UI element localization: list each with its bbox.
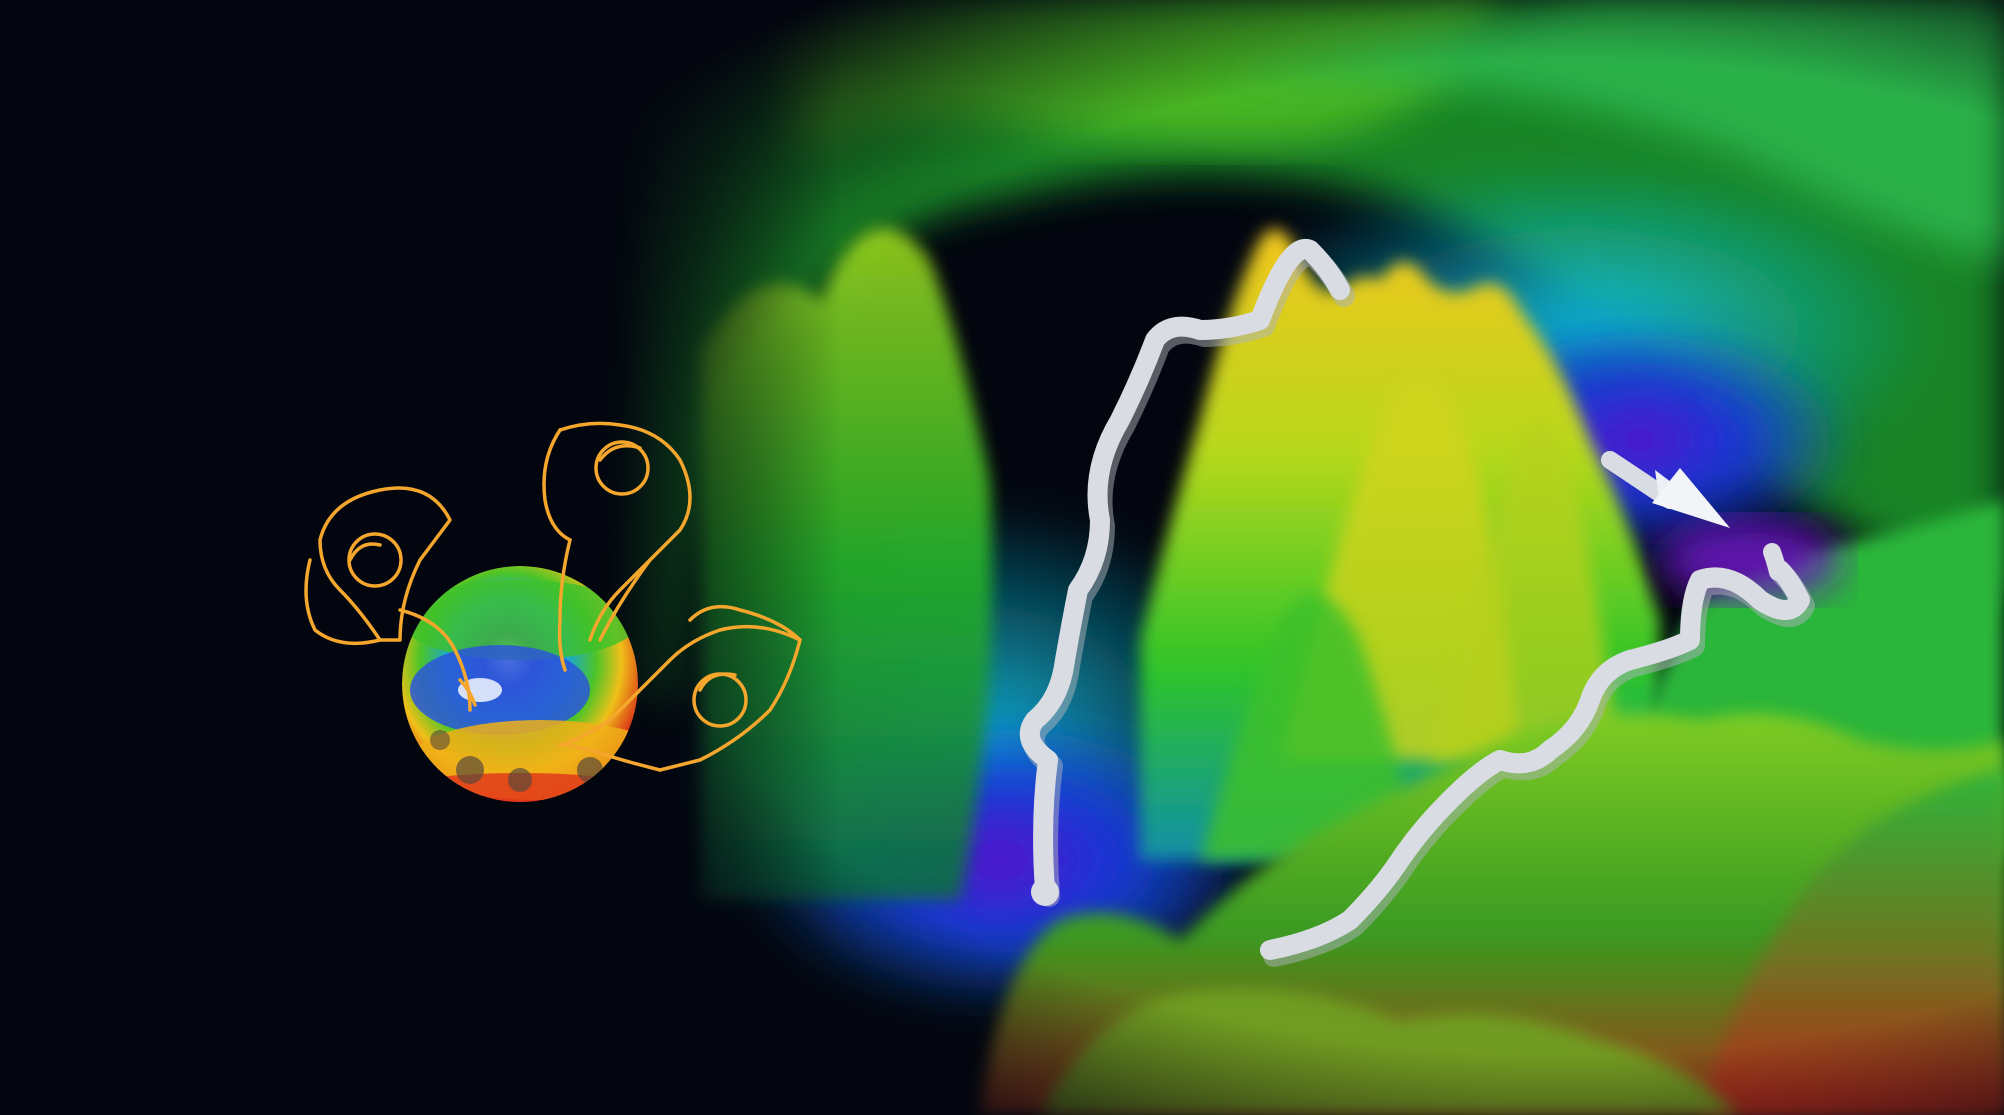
descent-path-arrow-icon bbox=[1019, 238, 1815, 967]
